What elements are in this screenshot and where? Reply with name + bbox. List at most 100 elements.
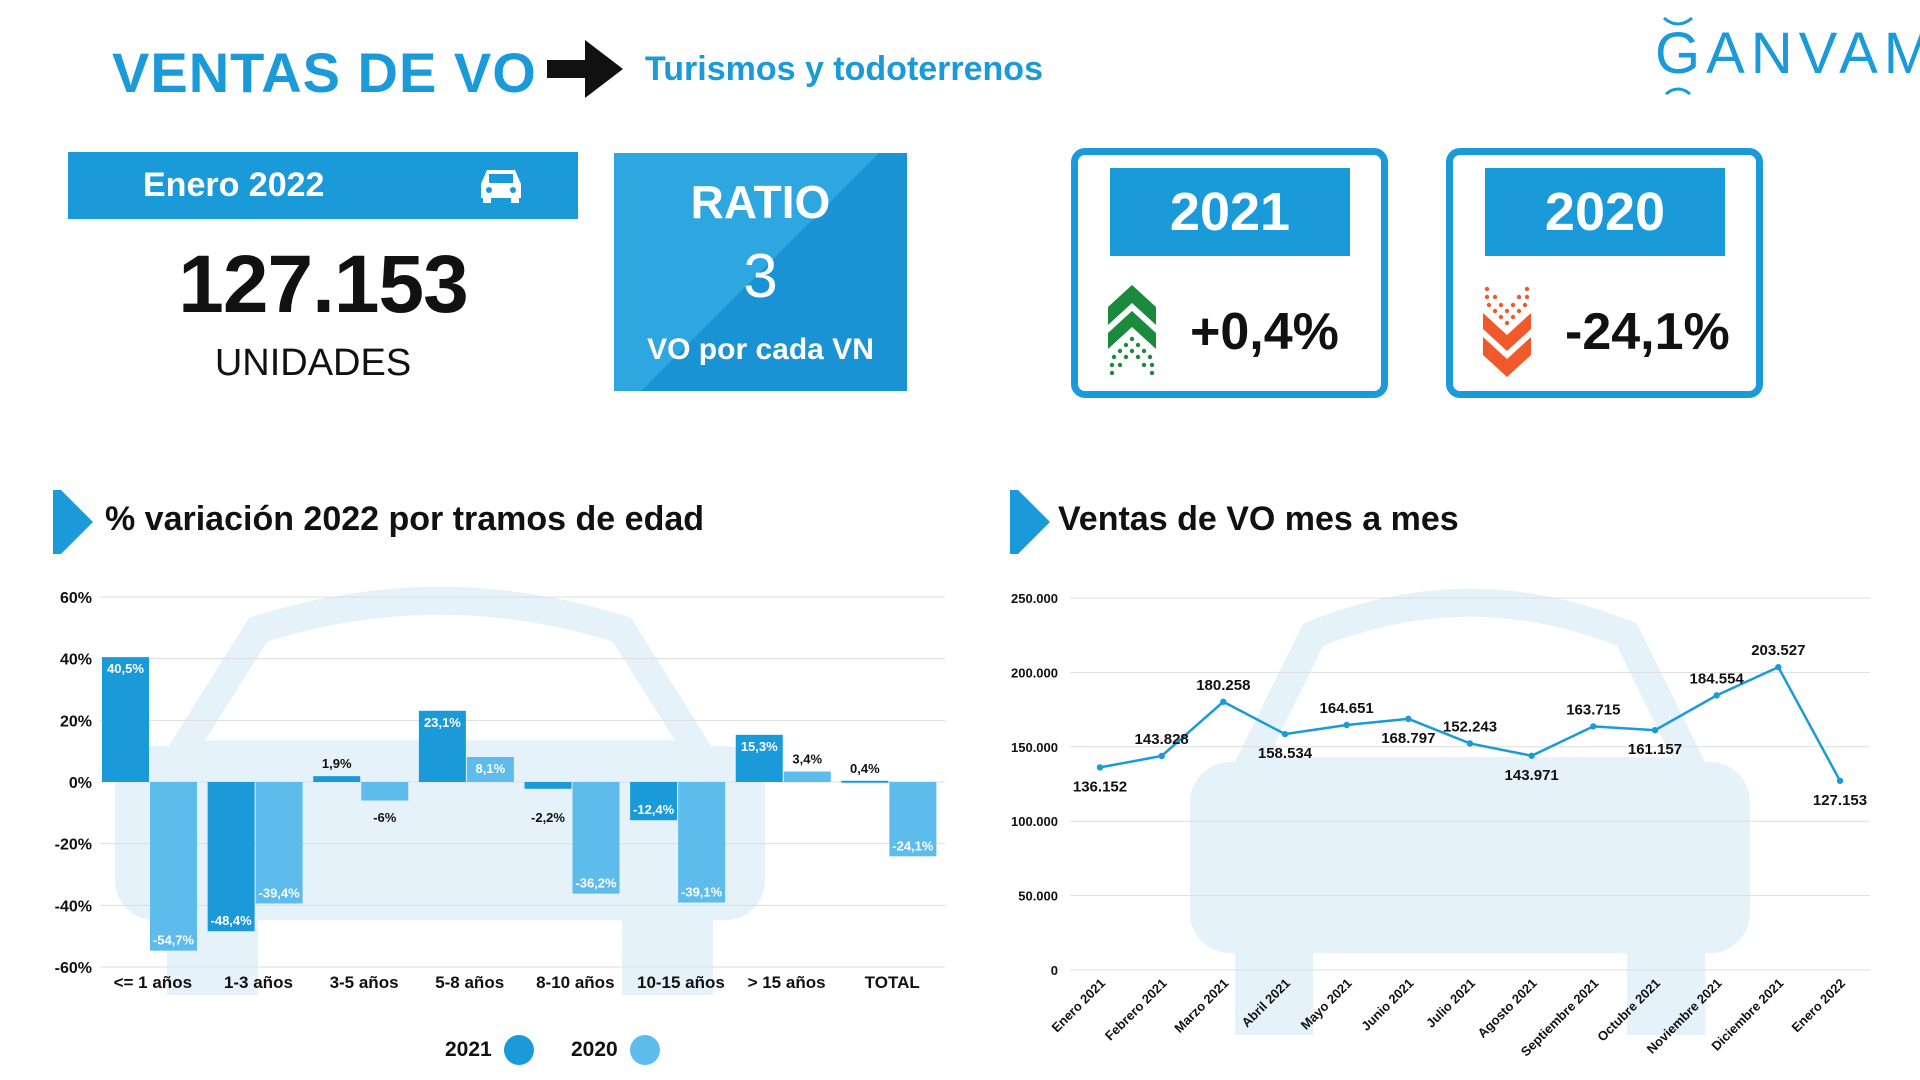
bar-2020 xyxy=(466,757,514,782)
bar-2020 xyxy=(783,771,831,782)
data-point xyxy=(1590,723,1597,730)
bar-2021 xyxy=(207,782,255,932)
x-tick-label: 10-15 años xyxy=(637,973,725,992)
y-tick-label: 60% xyxy=(60,590,92,607)
data-label: 15,3% xyxy=(741,739,778,754)
bar-2020 xyxy=(678,782,726,903)
data-label: 143.971 xyxy=(1505,767,1559,784)
data-label: 23,1% xyxy=(424,715,461,730)
car-watermark-roof xyxy=(154,586,726,769)
bar-2020 xyxy=(255,782,303,904)
ratio-title: RATIO xyxy=(690,176,831,228)
red-down-chevron-icon xyxy=(1483,285,1531,382)
ratio-value: 3 xyxy=(743,242,778,311)
x-tick-label: <= 1 años xyxy=(114,973,192,992)
data-label: 1,9% xyxy=(322,756,352,771)
units-value: 127.153 xyxy=(178,239,468,330)
data-label: 40,5% xyxy=(107,661,144,676)
y-tick-label: -60% xyxy=(55,960,92,977)
data-point xyxy=(1466,740,1474,747)
bar-2020 xyxy=(150,782,197,951)
data-point xyxy=(1713,692,1720,699)
bar-2020 xyxy=(889,782,937,857)
logo-mark-icon xyxy=(1658,14,1698,109)
arrow-right-icon xyxy=(545,38,625,105)
data-point xyxy=(1405,715,1412,723)
bar-2021 xyxy=(313,776,361,782)
data-label: -39,4% xyxy=(259,885,301,900)
x-tick-label: Enero 2022 xyxy=(1788,976,1848,1036)
line-chart-svg: 250.000 200.000 150.000 100.000 50.000 0 136.1… xyxy=(1011,588,1870,1059)
x-tick-label: Julio 2021 xyxy=(1423,976,1478,1031)
data-point xyxy=(1281,730,1289,738)
bar-chart-svg: 60% 40% 20% 0% -20% -40% -60% 40,5% -54,7% <= 1 a… xyxy=(55,586,945,995)
comparison-card-2020: 2020 -24,1% xyxy=(1446,148,1763,398)
comparison-year: 2021 xyxy=(1110,168,1350,256)
data-label: -2,2% xyxy=(531,810,565,825)
data-label: 168.797 xyxy=(1381,730,1435,747)
x-tick-label: 1-3 años xyxy=(224,973,293,992)
car-watermark-roof xyxy=(1223,588,1717,786)
data-label: 127.153 xyxy=(1813,792,1867,809)
y-tick-label: -20% xyxy=(55,837,92,854)
data-label: 143.828 xyxy=(1135,731,1189,748)
y-tick-label: 200.000 xyxy=(1011,665,1058,680)
data-label: 8,1% xyxy=(476,761,506,776)
y-tick-label: 40% xyxy=(60,652,92,669)
bar-chart-title: % variación 2022 por tramos de edad xyxy=(105,500,705,538)
data-label: 184.554 xyxy=(1690,670,1745,687)
car-watermark-wheel xyxy=(1626,944,1706,1035)
x-tick-label: 8-10 años xyxy=(536,973,614,992)
data-label: 0,4% xyxy=(850,761,880,776)
y-tick-label: 150.000 xyxy=(1011,740,1058,755)
comparison-change: -24,1% xyxy=(1565,303,1730,361)
car-watermark xyxy=(1190,588,1750,1035)
data-label: 152.243 xyxy=(1443,718,1497,735)
legend-label: 2021 xyxy=(445,1038,492,1061)
y-tick-label: -40% xyxy=(55,898,92,915)
comparison-card-2021: 2021 +0,4% xyxy=(1071,148,1388,398)
bar-2021 xyxy=(735,734,783,782)
data-label: -6% xyxy=(373,810,397,825)
data-label: -54,7% xyxy=(153,933,195,948)
y-tick-label: 100.000 xyxy=(1011,814,1058,829)
legend-swatch xyxy=(630,1035,660,1065)
data-label: 163.715 xyxy=(1566,701,1620,718)
month-banner: Enero 2022 xyxy=(68,152,578,219)
data-label: 180.258 xyxy=(1196,677,1250,694)
x-tick-label: Junio 2021 xyxy=(1358,976,1416,1034)
units-label: UNIDADES xyxy=(214,342,412,384)
data-point xyxy=(1343,721,1350,729)
x-tick-label: 3-5 años xyxy=(330,973,399,992)
data-point xyxy=(1836,777,1844,784)
bar-2021 xyxy=(102,657,149,782)
x-tick-label: > 15 años xyxy=(748,973,826,992)
y-tick-label: 50.000 xyxy=(1018,889,1058,904)
bar-chart-legend: 2021 2020 xyxy=(445,1032,675,1068)
bar-2020 xyxy=(361,782,409,801)
month-label: Enero 2022 xyxy=(143,166,325,204)
data-point xyxy=(1651,726,1659,734)
car-watermark-wheel xyxy=(622,912,713,995)
x-tick-label: Febrero 2021 xyxy=(1102,976,1170,1044)
bar-2020 xyxy=(572,782,620,894)
legend-label: 2020 xyxy=(571,1038,618,1061)
y-tick-label: 0 xyxy=(1051,963,1058,978)
ratio-box: RATIO 3 VO por cada VN xyxy=(614,153,907,391)
data-label: -24,1% xyxy=(892,838,934,853)
legend-swatch xyxy=(504,1035,534,1065)
bar-2021 xyxy=(841,780,889,783)
data-label: -48,4% xyxy=(211,913,253,928)
y-tick-label: 250.000 xyxy=(1011,591,1058,606)
section-marker-icon xyxy=(53,490,93,559)
data-label: 203.527 xyxy=(1751,642,1805,659)
data-label: -12,4% xyxy=(633,802,675,817)
data-label: -39,1% xyxy=(681,885,723,900)
data-point xyxy=(1096,764,1104,771)
ganvam-logo: GANVAM xyxy=(1655,21,1920,86)
comparison-change: +0,4% xyxy=(1190,303,1339,361)
y-tick-label: 20% xyxy=(60,713,92,730)
data-label: 161.157 xyxy=(1628,741,1682,758)
bar-2021 xyxy=(630,782,678,821)
car-watermark-body xyxy=(1190,762,1750,954)
